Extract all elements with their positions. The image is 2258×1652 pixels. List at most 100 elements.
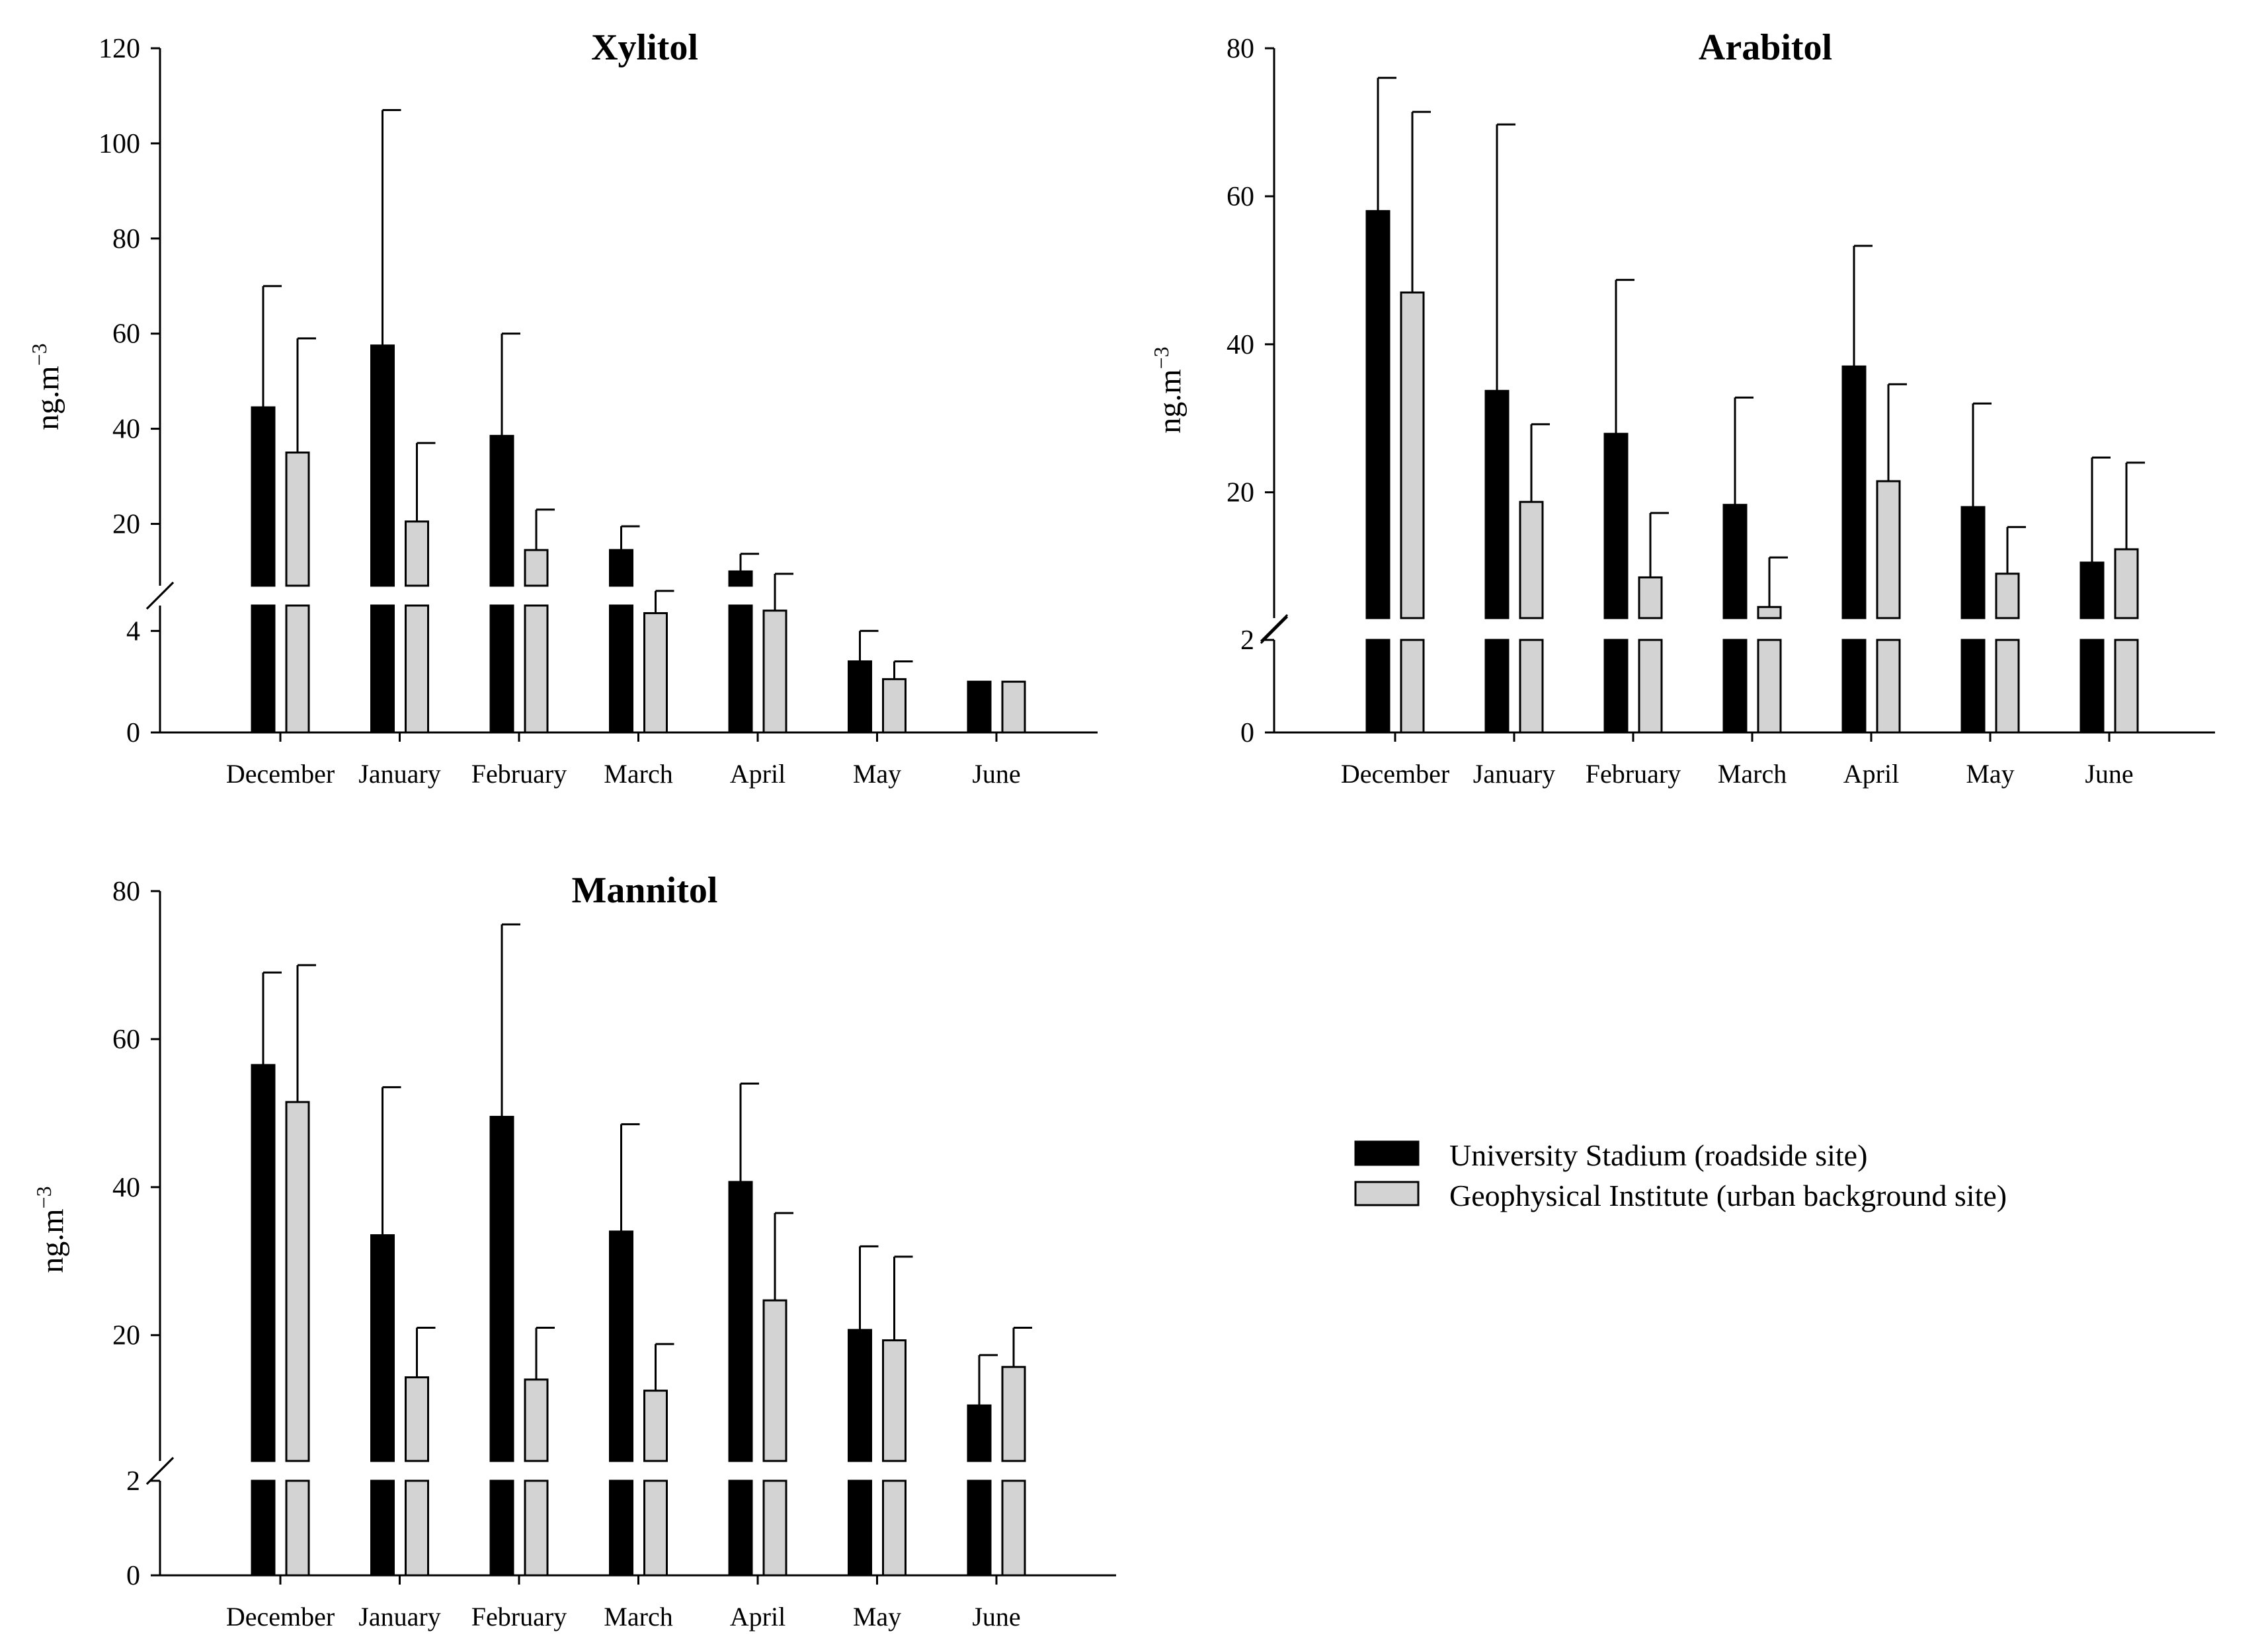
bar-lower <box>1001 680 1026 734</box>
y-tick-label: 4 <box>126 616 140 647</box>
x-tick-label: January <box>1473 759 1555 789</box>
bar-upper <box>489 434 514 587</box>
x-tick-label: May <box>853 1602 901 1632</box>
bar-lower <box>848 1479 872 1577</box>
y-tick-label: 120 <box>99 34 140 64</box>
bar-lower <box>848 660 872 734</box>
bar-upper <box>1484 389 1510 619</box>
x-tick-label: June <box>2085 759 2133 789</box>
tick-labels: 0 2 20 40 60 80 <box>1227 34 1254 748</box>
y-tick-label: 80 <box>112 224 140 255</box>
y-tick-label: 2 <box>1240 625 1254 656</box>
bar-lower <box>1603 639 1629 734</box>
bar-lower <box>609 1479 633 1577</box>
y-tick-label: 0 <box>126 718 140 748</box>
bar-lower <box>251 604 276 734</box>
bar-lower <box>1484 639 1510 734</box>
x-tick-label: March <box>1718 759 1787 789</box>
bar-lower <box>370 604 395 734</box>
bar-upper <box>251 1064 276 1462</box>
bar-lower <box>1841 639 1867 734</box>
legend: University Stadium (roadside site) Geoph… <box>1354 1138 2007 1212</box>
chart-title: Xylitol <box>591 27 698 68</box>
bar-lower <box>882 678 907 734</box>
bar-upper <box>1995 572 2020 619</box>
bar-upper <box>1519 500 1544 619</box>
bar-upper <box>609 549 633 587</box>
y-tick-label: 0 <box>126 1561 140 1591</box>
tick-labels: 0 2 20 40 60 80 <box>112 877 140 1591</box>
bar-lower <box>1995 639 2020 734</box>
y-tick-label: 20 <box>1227 478 1254 508</box>
x-tick-label: June <box>972 759 1020 789</box>
bar-lower <box>609 604 633 734</box>
category-labels: December January February March April May June <box>1341 759 2134 789</box>
x-tick-label: February <box>471 759 567 789</box>
bars <box>251 109 1026 734</box>
bar-lower <box>2079 639 2105 734</box>
bars <box>251 923 1032 1577</box>
bar-lower <box>489 1479 514 1577</box>
x-tick-label: June <box>972 1602 1020 1632</box>
legend-label-university: University Stadium (roadside site) <box>1449 1138 1867 1172</box>
y-tick-label: 60 <box>1227 182 1254 212</box>
y-axis-label: ng.m−3 <box>27 343 65 430</box>
bar-upper <box>1841 365 1867 619</box>
y-tick-label: 2 <box>126 1466 140 1497</box>
bar-lower <box>762 1479 787 1577</box>
bar-lower <box>1960 639 1986 734</box>
y-tick-label: 100 <box>99 129 140 159</box>
y-axis-label-unit: ng.m <box>35 1208 70 1273</box>
bar-lower <box>882 1479 907 1577</box>
bar-upper <box>1638 576 1663 619</box>
bar-upper <box>489 1115 514 1462</box>
bar-lower <box>762 610 787 734</box>
bar-lower <box>524 1479 549 1577</box>
y-tick-label: 60 <box>112 319 140 350</box>
bar-lower <box>1757 639 1782 734</box>
y-tick-label: 0 <box>1240 718 1254 748</box>
bar-lower <box>1722 639 1748 734</box>
x-tick-label: March <box>604 759 672 789</box>
x-tick-label: December <box>226 1602 335 1632</box>
bar-lower <box>1365 639 1391 734</box>
bar-upper <box>524 549 549 587</box>
y-tick-label: 40 <box>112 414 140 445</box>
bar-upper <box>643 1390 668 1462</box>
x-tick-label: February <box>471 1602 567 1632</box>
bar-upper <box>1365 210 1391 619</box>
bar-lower <box>728 604 753 734</box>
bar-lower <box>967 680 992 734</box>
axis-break-mark <box>1260 615 1289 645</box>
y-tick-label: 80 <box>112 877 140 907</box>
y-axis-label-unit: ng.m <box>30 366 65 430</box>
x-tick-label: May <box>1966 759 2014 789</box>
axis-break-mark <box>145 1456 175 1485</box>
x-tick-label: April <box>730 759 786 789</box>
y-tick-label: 20 <box>112 1321 140 1351</box>
x-tick-label: April <box>1843 759 1899 789</box>
chart-panel-mannitol: Mannitol ng.m−3 0 2 20 40 60 80 December Janua… <box>32 870 1116 1632</box>
bar-upper <box>405 1376 429 1462</box>
bar-lower <box>1638 639 1663 734</box>
bar-lower <box>405 604 429 734</box>
y-tick-label: 40 <box>112 1173 140 1203</box>
bar-lower <box>1400 639 1425 734</box>
axis-break-mark <box>145 581 175 610</box>
legend-label-geophysical: Geophysical Institute (urban background … <box>1449 1179 2007 1212</box>
x-tick-label: May <box>853 759 901 789</box>
y-tick-label: 20 <box>112 509 140 539</box>
bar-upper <box>762 1299 787 1462</box>
bar-upper <box>728 570 753 587</box>
bar-upper <box>251 406 276 587</box>
bar-upper <box>967 1404 992 1462</box>
category-labels: December January February March April May June <box>226 759 1021 789</box>
bar-lower <box>967 1479 992 1577</box>
bar-lower <box>251 1479 276 1577</box>
axis-break-mark <box>1260 613 1289 643</box>
y-axis-label-exponent: −3 <box>1149 346 1173 369</box>
bar-upper <box>728 1181 753 1462</box>
axes <box>145 890 1116 1585</box>
bar-upper <box>370 1234 395 1462</box>
